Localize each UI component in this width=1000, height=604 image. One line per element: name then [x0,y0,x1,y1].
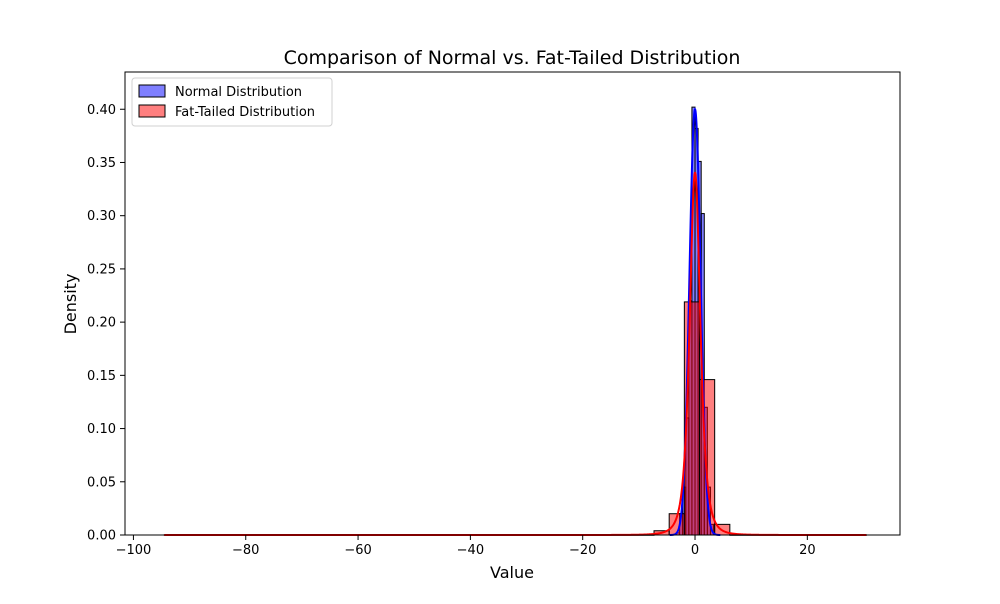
y-tick-label: 0.35 [87,156,116,171]
normal-kde-line [669,107,721,536]
x-tick-label: −80 [232,543,259,558]
legend-label-normal: Normal Distribution [175,85,302,100]
legend-swatch-normal [138,84,166,98]
axes-spines [124,71,901,536]
y-tick-label: 0.10 [87,422,116,437]
x-tick-label: −100 [116,543,152,558]
y-tick-label: 0.15 [87,369,116,384]
legend: Normal Distribution Fat-Tailed Distribut… [131,77,333,127]
y-tick-label: 0.00 [87,529,116,544]
x-axis-ticks: −100 −80 −60 −40 −20 0 20 [116,535,816,558]
legend-box [131,77,333,127]
y-axis-label: Density [61,274,80,335]
y-tick-label: 0.20 [87,316,116,331]
x-tick-label: 0 [691,543,699,558]
legend-label-fat-tailed: Fat-Tailed Distribution [175,105,315,120]
x-tick-label: −20 [569,543,596,558]
axes-frame [124,71,901,536]
y-tick-label: 0.30 [87,209,116,224]
chart-title: Comparison of Normal vs. Fat-Tailed Dist… [284,47,741,69]
x-tick-label: −60 [344,543,371,558]
x-axis-label: Value [490,563,534,582]
y-tick-label: 0.40 [87,103,116,118]
x-tick-label: −40 [457,543,484,558]
legend-swatch-fat-tailed [138,104,166,118]
x-tick-label: 20 [799,543,816,558]
y-tick-label: 0.25 [87,262,116,277]
y-tick-label: 0.05 [87,475,116,490]
y-axis-ticks: 0.00 0.05 0.10 0.15 0.20 0.25 0.30 0.35 0.40 [87,103,125,544]
